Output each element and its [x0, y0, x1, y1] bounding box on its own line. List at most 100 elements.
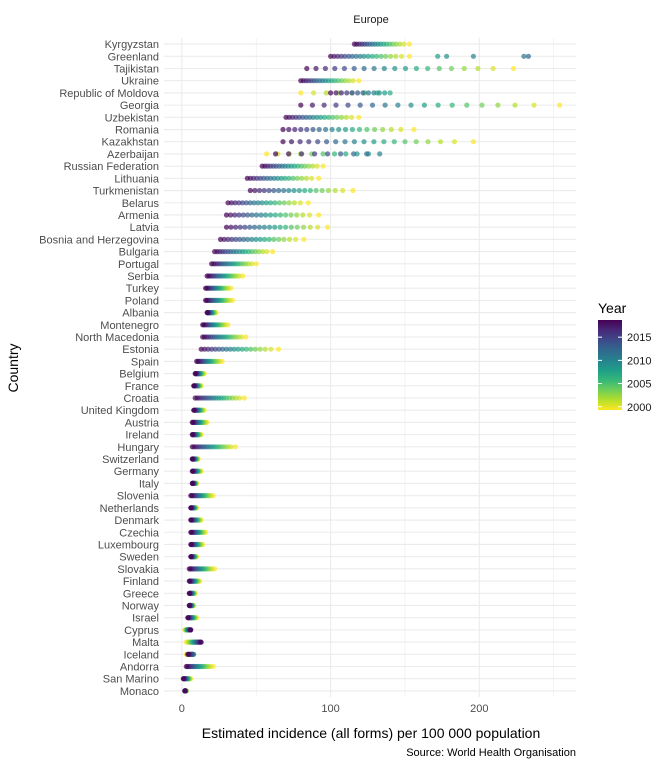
data-point: [365, 53, 371, 59]
y-tick-labels: KyrgyzstanGreenlandTajikistanUkraineRepu…: [39, 39, 160, 698]
data-point: [223, 346, 229, 352]
data-point: [283, 114, 289, 120]
data-point: [421, 102, 427, 108]
data-point: [369, 53, 375, 59]
data-point: [320, 163, 326, 169]
data-point: [325, 151, 331, 157]
data-point: [264, 249, 270, 255]
data-point: [291, 200, 297, 206]
caption: Source: World Health Organisation: [406, 747, 576, 759]
data-point: [186, 566, 192, 572]
data-point: [292, 126, 298, 133]
data-point: [402, 65, 409, 72]
y-tick-label: Cyprus: [124, 625, 159, 637]
data-point: [232, 444, 238, 450]
data-point: [398, 126, 404, 133]
data-point: [381, 65, 387, 72]
data-point: [448, 65, 455, 72]
data-point: [283, 212, 289, 218]
data-point: [305, 200, 311, 206]
data-point: [376, 90, 382, 96]
data-point: [318, 114, 324, 120]
data-point: [326, 114, 332, 120]
legend-tick-label: 2015: [627, 332, 651, 344]
data-point: [470, 139, 476, 145]
y-tick-label: Finland: [123, 576, 159, 588]
data-point: [388, 126, 394, 133]
data-point: [371, 90, 377, 96]
y-tick-label: Turkmenistan: [93, 186, 159, 198]
data-point: [329, 126, 335, 133]
data-point: [188, 627, 194, 633]
data-point: [365, 90, 371, 96]
data-point: [388, 53, 394, 59]
data-point: [331, 151, 338, 157]
data-point: [349, 90, 355, 96]
data-point: [288, 139, 295, 145]
data-point: [286, 187, 292, 194]
y-tick-label: San Marino: [103, 674, 159, 686]
data-point: [451, 139, 458, 145]
y-tick-label: Romania: [115, 125, 160, 137]
data-point: [340, 187, 346, 194]
data-point: [263, 212, 269, 218]
data-point: [275, 175, 281, 181]
data-point: [344, 90, 350, 96]
data-point: [240, 212, 246, 218]
y-tick-label: Slovakia: [117, 564, 159, 576]
legend-colorbar: [598, 320, 622, 410]
data-point: [338, 90, 344, 96]
data-point: [393, 53, 399, 59]
x-tick-label: 0: [179, 703, 185, 715]
data-point: [316, 212, 322, 218]
data-point: [372, 126, 378, 133]
data-point: [298, 78, 304, 84]
data-point: [333, 90, 339, 96]
y-tick-label: Norway: [122, 600, 160, 612]
y-tick-label: Serbia: [127, 271, 160, 283]
data-point: [244, 175, 250, 181]
data-point: [203, 285, 209, 291]
data-point: [225, 236, 231, 242]
data-point: [281, 187, 287, 194]
data-point: [272, 200, 278, 206]
data-point: [333, 139, 339, 145]
data-point: [251, 224, 258, 230]
data-point: [264, 151, 270, 157]
data-point: [332, 187, 338, 194]
data-point: [323, 90, 329, 96]
y-tick-label: Montenegro: [100, 320, 159, 332]
legend: Year 2015 2010 2005 2000: [598, 300, 651, 414]
x-tick-labels: 0 100 200: [179, 703, 489, 715]
data-point: [189, 419, 195, 425]
data-point: [371, 139, 377, 145]
legend-ticks: 2015 2010 2005 2000: [598, 332, 651, 414]
data-point: [249, 212, 255, 218]
y-tick-label: Lithuania: [114, 173, 160, 185]
data-point: [251, 200, 257, 206]
data-point: [321, 102, 327, 108]
data-point: [267, 212, 274, 218]
data-point: [315, 139, 321, 145]
data-point: [294, 175, 300, 181]
y-tick-label: Russian Federation: [64, 161, 159, 173]
data-point: [351, 41, 357, 47]
y-tick-label: Poland: [125, 295, 159, 307]
y-tick-label: Sweden: [119, 552, 159, 564]
data-point: [191, 407, 197, 413]
y-tick-label: Republic of Moldova: [59, 88, 160, 100]
data-points: [180, 41, 563, 694]
data-point: [225, 200, 231, 206]
data-point: [406, 41, 412, 47]
data-point: [275, 346, 282, 352]
data-point: [249, 236, 255, 242]
data-point: [297, 139, 303, 145]
x-tick-label: 100: [321, 703, 339, 715]
data-point: [341, 65, 347, 72]
data-point: [399, 53, 405, 59]
data-point: [221, 236, 227, 242]
data-point: [313, 65, 319, 72]
data-point: [255, 200, 261, 206]
x-tick-label: 200: [470, 703, 488, 715]
y-tick-label: Slovenia: [117, 491, 160, 503]
